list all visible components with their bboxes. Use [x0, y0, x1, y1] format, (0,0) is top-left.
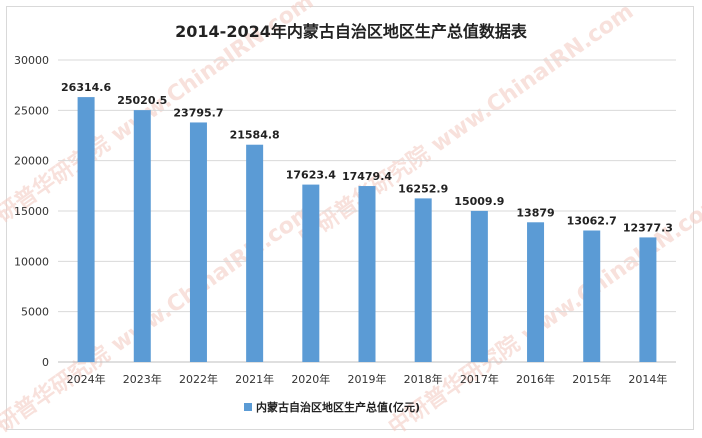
bar-value-label: 17479.4: [342, 170, 392, 183]
bar-value-label: 13879: [516, 206, 554, 219]
x-tick-label: 2016年: [516, 372, 555, 386]
bar-value-label: 13062.7: [567, 215, 617, 228]
bar-value-label: 25020.5: [117, 94, 167, 107]
x-tick-label: 2017年: [460, 372, 499, 386]
y-tick-label: 15000: [14, 205, 49, 218]
bar: [189, 122, 207, 362]
bar: [358, 186, 376, 362]
y-tick-label: 30000: [14, 54, 49, 67]
bar: [583, 230, 601, 362]
bar-value-label: 23795.7: [173, 106, 223, 119]
legend-swatch: [244, 403, 252, 411]
bar: [414, 198, 432, 362]
x-tick-label: 2018年: [404, 372, 443, 386]
chart-frame: [6, 6, 694, 430]
x-axis-ticks: 2024年 2023年 2022年 2021年 2020年 2019年 2018年 2017年…: [67, 372, 668, 386]
bar: [133, 110, 151, 362]
bar: [527, 222, 545, 362]
data-labels: 26314.6 25020.5 23795.7 21584.8 17623.4 17479…: [61, 81, 673, 234]
y-tick-label: 0: [42, 356, 49, 369]
bar: [302, 184, 320, 362]
y-tick-label: 20000: [14, 155, 49, 168]
y-tick-label: 25000: [14, 104, 49, 117]
y-axis-ticks: 0 5000 10000 15000 20000 25000 30000: [14, 54, 49, 369]
bar-value-label: 15009.9: [454, 195, 504, 208]
x-tick-label: 2015年: [572, 372, 611, 386]
y-tick-label: 5000: [21, 306, 49, 319]
bar: [246, 144, 264, 362]
bar: [639, 237, 657, 362]
bar-value-label: 26314.6: [61, 81, 111, 94]
bars: [77, 97, 657, 362]
bar-value-label: 12377.3: [623, 221, 673, 234]
x-tick-label: 2024年: [67, 372, 106, 386]
x-tick-label: 2021年: [235, 372, 274, 386]
legend-label: 内蒙古自治区地区生产总值(亿元): [256, 400, 420, 414]
legend: 内蒙古自治区地区生产总值(亿元): [244, 400, 420, 414]
bar: [77, 97, 95, 362]
x-tick-label: 2014年: [628, 372, 667, 386]
bar-value-label: 16252.9: [398, 182, 448, 195]
x-tick-label: 2019年: [348, 372, 387, 386]
y-tick-label: 10000: [14, 255, 49, 268]
x-tick-label: 2022年: [179, 372, 218, 386]
bar-value-label: 21584.8: [230, 129, 280, 142]
gridlines: [58, 59, 676, 363]
x-tick-label: 2020年: [291, 372, 330, 386]
bar: [470, 210, 488, 362]
chart-title: 2014-2024年内蒙古自治区地区生产总值数据表: [175, 22, 528, 41]
x-tick-label: 2023年: [123, 372, 162, 386]
bar-value-label: 17623.4: [286, 169, 336, 182]
